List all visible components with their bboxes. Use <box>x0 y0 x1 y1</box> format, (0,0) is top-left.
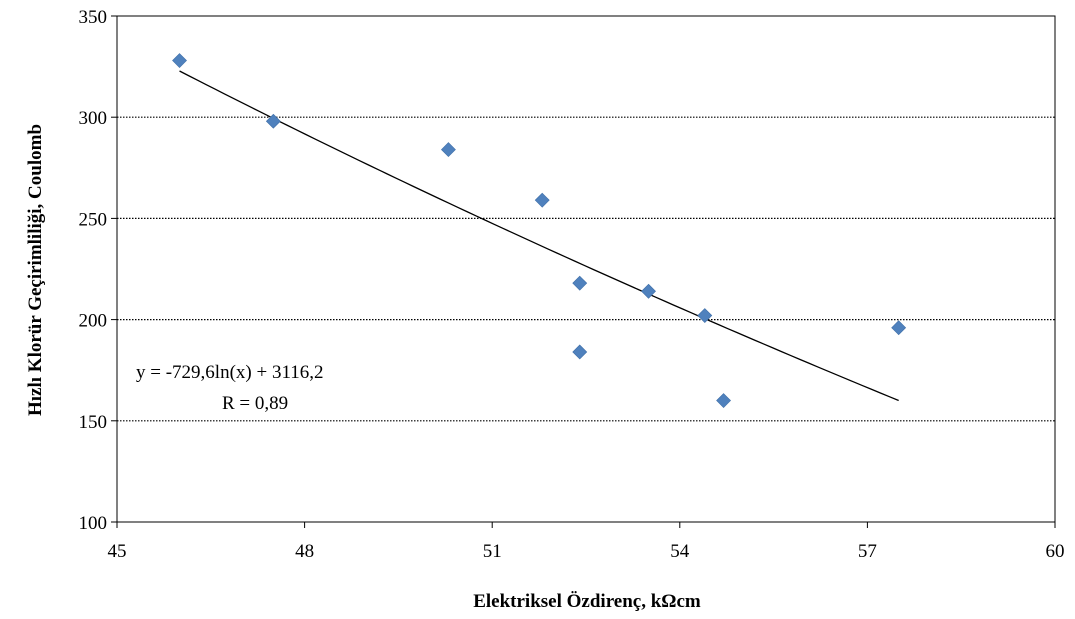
x-tick-label: 54 <box>670 541 690 562</box>
data-point <box>534 192 550 208</box>
trendline <box>179 70 899 402</box>
x-tick-label: 57 <box>858 541 877 562</box>
data-point <box>891 320 907 336</box>
r-value-label: R = 0,89 <box>222 393 288 414</box>
x-tick-label: 60 <box>1046 541 1065 562</box>
data-point <box>441 142 456 158</box>
data-point <box>641 283 656 299</box>
data-point <box>172 53 187 68</box>
plot-area-border <box>116 15 1056 523</box>
x-axis-title: Elektriksel Özdirenç, kΩcm <box>473 591 701 612</box>
trendline-equation: y = -729,6ln(x) + 3116,2 <box>136 362 324 383</box>
x-tick-label: 51 <box>483 541 502 562</box>
y-tick-label: 300 <box>79 108 108 129</box>
y-tick-label: 350 <box>79 7 108 28</box>
y-axis-ticks: 100 150 200 250 300 350 <box>79 7 117 534</box>
y-tick-label: 100 <box>79 513 108 534</box>
data-point <box>697 308 713 323</box>
data-point <box>572 275 588 291</box>
x-tick-label: 45 <box>108 541 127 562</box>
data-point <box>572 344 588 360</box>
y-tick-label: 200 <box>79 311 108 332</box>
x-axis-ticks: 45 48 51 54 57 60 <box>108 522 1065 562</box>
y-tick-label: 250 <box>79 209 108 230</box>
y-axis-title: Hızlı Klorür Geçirimliliği, Coulomb <box>25 124 46 416</box>
y-tick-label: 150 <box>79 412 108 433</box>
data-point <box>716 393 731 408</box>
x-tick-label: 48 <box>295 541 314 562</box>
data-point <box>265 113 281 129</box>
data-points <box>172 53 907 408</box>
